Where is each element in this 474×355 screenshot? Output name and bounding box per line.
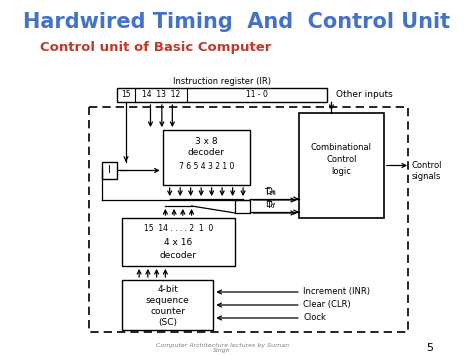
- Text: Computer Architecture lectures by Suman
Singh: Computer Architecture lectures by Suman …: [155, 343, 289, 353]
- Text: logic: logic: [331, 168, 351, 176]
- Bar: [122, 280, 213, 330]
- Text: Combinational: Combinational: [311, 143, 372, 153]
- Text: 3 x 8: 3 x 8: [195, 137, 218, 147]
- Bar: [89, 107, 408, 332]
- Text: Control: Control: [326, 155, 356, 164]
- Text: T₀: T₀: [266, 201, 274, 210]
- Text: (SC): (SC): [158, 318, 177, 328]
- Text: Control unit of Basic Computer: Control unit of Basic Computer: [40, 42, 272, 55]
- Text: Clear (CLR): Clear (CLR): [303, 300, 351, 310]
- Bar: [117, 88, 327, 102]
- Text: 7 6 5 4 3 2 1 0: 7 6 5 4 3 2 1 0: [179, 163, 234, 171]
- Text: T₁₅: T₁₅: [264, 188, 276, 197]
- Bar: [122, 218, 235, 266]
- Text: 5: 5: [427, 343, 434, 353]
- Text: Increment (INR): Increment (INR): [303, 288, 370, 296]
- Bar: [299, 113, 384, 218]
- Text: counter: counter: [150, 307, 185, 317]
- Text: Hardwired Timing  And  Control Unit: Hardwired Timing And Control Unit: [23, 12, 451, 32]
- Text: D₀: D₀: [265, 187, 275, 196]
- Text: D₇: D₇: [265, 200, 275, 209]
- Text: decoder: decoder: [160, 251, 197, 261]
- Bar: [102, 162, 117, 179]
- Text: 15  14 . . . . 2  1  0: 15 14 . . . . 2 1 0: [144, 224, 213, 234]
- Text: Instruction register (IR): Instruction register (IR): [173, 77, 271, 87]
- Text: Clock: Clock: [303, 313, 326, 322]
- Text: 11 - 0: 11 - 0: [246, 91, 268, 99]
- Text: sequence: sequence: [146, 296, 190, 306]
- Text: 4 x 16: 4 x 16: [164, 239, 192, 247]
- Text: 15: 15: [121, 91, 131, 99]
- Text: 4-bit: 4-bit: [157, 285, 178, 295]
- Text: Other inputs: Other inputs: [336, 91, 392, 99]
- Text: I: I: [109, 165, 111, 175]
- Bar: [163, 130, 250, 185]
- Text: Control
signals: Control signals: [412, 162, 442, 181]
- Text: 14  13  12: 14 13 12: [142, 91, 180, 99]
- Text: decoder: decoder: [188, 148, 225, 158]
